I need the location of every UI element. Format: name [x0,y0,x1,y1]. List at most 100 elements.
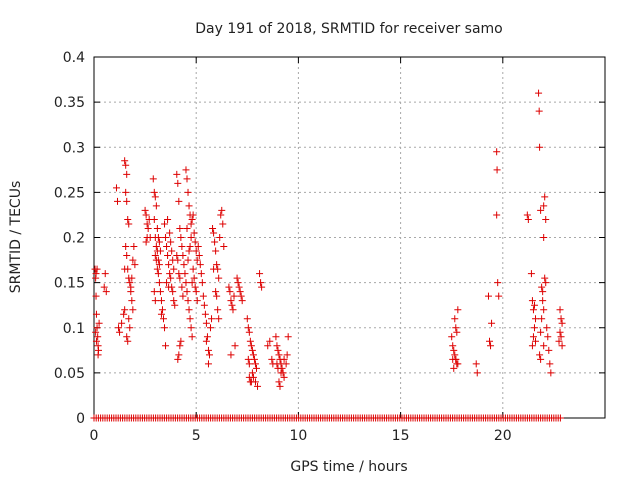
data-point [93,324,101,332]
data-point [544,333,552,341]
data-point [150,288,158,296]
data-point [256,270,264,278]
data-point [556,328,564,336]
data-point [189,211,197,219]
x-axis-label: GPS time / hours [290,459,407,475]
data-point [247,342,255,350]
data-point [170,297,178,305]
data-point [243,315,251,323]
data-point [121,265,129,273]
data-point [251,360,259,368]
data-point [211,238,219,246]
data-point [196,261,204,269]
data-point [193,297,201,305]
data-point [450,346,458,354]
data-point [179,292,187,300]
data-point [487,342,495,350]
data-point [128,274,136,282]
data-point [157,310,165,318]
data-point [529,306,537,314]
data-point [93,265,101,273]
data-point [92,270,100,278]
data-point [200,301,208,309]
x-tick-label: 0 [90,428,99,444]
y-tick-label: 0.4 [63,50,85,66]
data-point [170,265,178,273]
data-point [249,373,257,381]
data-point [182,279,190,287]
data-point [527,270,535,278]
data-point [208,315,216,323]
data-point [201,310,209,318]
data-point [542,215,550,223]
data-point [449,342,457,350]
data-point [177,337,185,345]
data-point [537,355,545,363]
data-point [189,265,197,273]
data-point [220,243,228,251]
data-point [128,297,136,305]
y-tick-label: 0.25 [54,185,85,201]
data-point [244,355,252,363]
data-point [530,301,538,309]
y-tick-label: 0 [76,411,85,427]
data-point [235,283,243,291]
data-point [178,243,186,251]
data-point [209,224,217,232]
data-point [472,360,480,368]
data-point [215,315,223,323]
data-points [91,89,566,390]
data-point [164,215,172,223]
data-point [530,324,538,332]
data-point [205,351,213,359]
data-point [162,234,170,241]
data-point [248,369,256,377]
data-point [204,360,212,368]
data-point [154,234,162,241]
data-point [183,224,191,232]
data-point [538,283,546,291]
data-point [244,324,252,332]
data-point [188,333,196,341]
data-point [124,215,132,223]
data-point [122,161,130,169]
data-point [203,333,211,341]
data-point [535,89,543,97]
data-point [158,306,166,314]
data-point [198,279,206,287]
data-point [94,351,102,359]
data-point [174,179,182,187]
data-point [157,297,165,305]
data-point [165,283,173,291]
data-point [183,175,191,183]
data-point [266,337,274,345]
data-point [284,333,292,341]
data-point [536,143,544,151]
data-point [153,265,161,273]
data-point [249,351,257,359]
x-tick-label: 5 [192,428,201,444]
data-point [539,297,547,305]
data-point [156,247,164,255]
data-point [197,270,205,278]
data-point [448,333,456,341]
data-point [199,292,207,300]
data-point [156,288,164,296]
data-point [193,256,201,264]
data-point [451,351,459,359]
data-point [123,333,131,341]
data-point [192,247,200,255]
data-point [141,206,149,214]
data-point [164,252,172,260]
data-point [230,292,238,300]
data-point [174,355,182,363]
data-point [142,211,150,219]
data-point [484,292,492,300]
y-tick-label: 0.15 [54,276,85,292]
data-point [126,279,134,287]
data-point [237,292,245,300]
data-point [543,324,551,332]
data-point [179,252,187,260]
data-point [188,215,196,223]
data-point [248,346,256,354]
